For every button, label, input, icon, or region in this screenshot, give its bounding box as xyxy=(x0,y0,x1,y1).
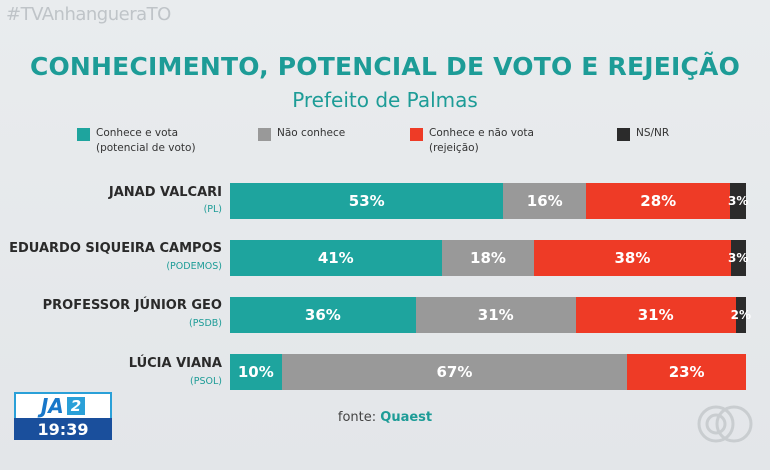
legend-sublabel: (rejeição) xyxy=(429,142,479,154)
segment-potencial-voto: 36% xyxy=(230,297,416,333)
legend-label: NS/NR xyxy=(636,127,670,139)
bar-value-label: 23% xyxy=(668,363,705,381)
segment-ns-nr: 3% xyxy=(728,240,749,276)
legend-sublabel: (potencial de voto) xyxy=(96,142,196,154)
source-note: fonte: Quaest xyxy=(0,410,770,425)
bar-row-professor-junior-geo: 36% 31% 31% 2% xyxy=(230,297,751,333)
legend-label: Não conhece xyxy=(277,127,346,139)
legend-item-rejeicao: Conhece e não vota (rejeição) xyxy=(410,126,534,156)
candidate-party: (PODEMOS) xyxy=(166,261,222,272)
segment-rejeicao: 31% xyxy=(575,297,736,333)
segment-nao-conhece: 67% xyxy=(281,354,628,390)
legend-item-potencial: Conhece e vota (potencial de voto) xyxy=(77,126,196,156)
ja2-badge: JA 2 19:39 xyxy=(14,392,112,440)
chart-title: CONHECIMENTO, POTENCIAL DE VOTO E REJEIÇ… xyxy=(29,52,741,81)
bar-value-label: 41% xyxy=(317,249,354,267)
segment-nao-conhece: 16% xyxy=(503,183,587,219)
bar-value-label: 2% xyxy=(730,308,751,322)
segment-potencial-voto: 53% xyxy=(230,183,504,219)
globo-logo-icon xyxy=(697,405,753,443)
bar-value-label: 67% xyxy=(436,363,473,381)
bar-value-label: 31% xyxy=(477,306,514,324)
bar-value-label: 31% xyxy=(637,306,674,324)
segment-rejeicao: 38% xyxy=(534,240,731,276)
source-name: Quaest xyxy=(380,410,433,425)
legend-label: Conhece e não vota xyxy=(429,127,534,139)
bar-value-label: 53% xyxy=(348,192,385,210)
candidate-name: JANAD VALCARI xyxy=(108,185,222,200)
candidate-party: (PSDB) xyxy=(188,318,222,329)
bar-row-janad-valcari: 53% 16% 28% 3% xyxy=(230,183,749,219)
program-edition: 2 xyxy=(66,397,86,415)
segment-ns-nr: 3% xyxy=(728,183,749,219)
bar-value-label: 16% xyxy=(526,192,563,210)
bar-value-label: 10% xyxy=(237,363,274,381)
bar-value-label: 18% xyxy=(470,249,506,267)
segment-nao-conhece: 18% xyxy=(441,240,535,276)
program-name: JA xyxy=(40,394,64,418)
hashtag: #TVAnhangueraTO xyxy=(6,4,171,25)
bar-value-label: 36% xyxy=(304,306,341,324)
legend-item-nao-conhece: Não conhece xyxy=(258,126,345,141)
candidate-party: (PL) xyxy=(203,204,222,215)
bar-row-eduardo-siqueira-campos: 41% 18% 38% 3% xyxy=(230,240,749,276)
bar-value-label: 3% xyxy=(728,251,749,265)
bar-row-lucia-viana: 10% 67% 23% xyxy=(230,354,746,390)
legend-label: Conhece e vota xyxy=(96,127,179,139)
bar-value-label: 3% xyxy=(728,194,749,208)
clock-time: 19:39 xyxy=(14,418,112,440)
candidate-name: PROFESSOR JÚNIOR GEO xyxy=(42,298,222,313)
segment-nao-conhece: 31% xyxy=(415,297,576,333)
chart-subtitle: Prefeito de Palmas xyxy=(292,88,478,112)
candidate-name: EDUARDO SIQUEIRA CAMPOS xyxy=(9,241,222,256)
bar-value-label: 38% xyxy=(614,249,651,267)
segment-potencial-voto: 10% xyxy=(230,354,282,390)
segment-rejeicao: 23% xyxy=(627,354,746,390)
candidate-party: (PSOL) xyxy=(190,376,222,387)
source-prefix: fonte: xyxy=(337,410,377,425)
legend-swatch xyxy=(617,128,630,141)
candidate-name: LÚCIA VIANA xyxy=(128,356,222,371)
legend-item-nsnr: NS/NR xyxy=(617,126,669,141)
legend-swatch xyxy=(77,128,90,141)
legend-swatch xyxy=(410,128,423,141)
segment-ns-nr: 2% xyxy=(731,297,751,333)
bar-value-label: 28% xyxy=(640,192,677,210)
segment-potencial-voto: 41% xyxy=(230,240,442,276)
legend-swatch xyxy=(258,128,271,141)
segment-rejeicao: 28% xyxy=(586,183,731,219)
